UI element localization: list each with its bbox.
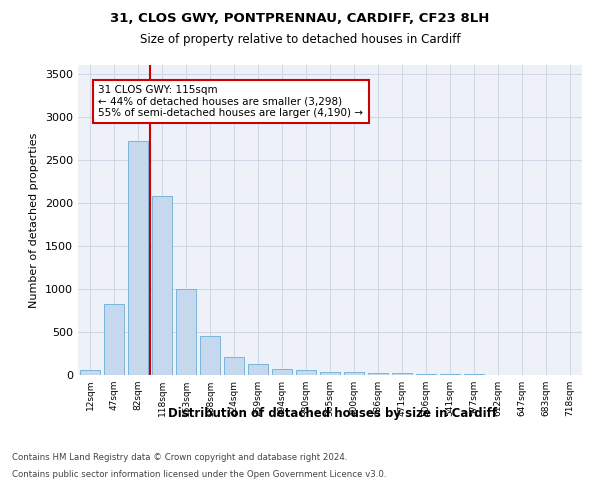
- Text: Contains HM Land Registry data © Crown copyright and database right 2024.: Contains HM Land Registry data © Crown c…: [12, 452, 347, 462]
- Bar: [344, 372, 364, 375]
- Bar: [320, 372, 340, 375]
- Bar: [416, 374, 436, 375]
- Text: Contains public sector information licensed under the Open Government Licence v3: Contains public sector information licen…: [12, 470, 386, 479]
- Bar: [272, 368, 292, 375]
- Bar: [152, 196, 172, 375]
- Bar: [224, 357, 244, 375]
- Bar: [80, 370, 100, 375]
- Text: 31 CLOS GWY: 115sqm
← 44% of detached houses are smaller (3,298)
55% of semi-det: 31 CLOS GWY: 115sqm ← 44% of detached ho…: [98, 85, 364, 118]
- Text: Distribution of detached houses by size in Cardiff: Distribution of detached houses by size …: [169, 408, 497, 420]
- Bar: [368, 374, 388, 375]
- Bar: [248, 364, 268, 375]
- Bar: [128, 141, 148, 375]
- Text: 31, CLOS GWY, PONTPRENNAU, CARDIFF, CF23 8LH: 31, CLOS GWY, PONTPRENNAU, CARDIFF, CF23…: [110, 12, 490, 26]
- Bar: [176, 289, 196, 375]
- Bar: [296, 370, 316, 375]
- Bar: [392, 374, 412, 375]
- Bar: [440, 374, 460, 375]
- Text: Size of property relative to detached houses in Cardiff: Size of property relative to detached ho…: [140, 32, 460, 46]
- Bar: [104, 304, 124, 375]
- Y-axis label: Number of detached properties: Number of detached properties: [29, 132, 40, 308]
- Bar: [464, 374, 484, 375]
- Bar: [200, 336, 220, 375]
